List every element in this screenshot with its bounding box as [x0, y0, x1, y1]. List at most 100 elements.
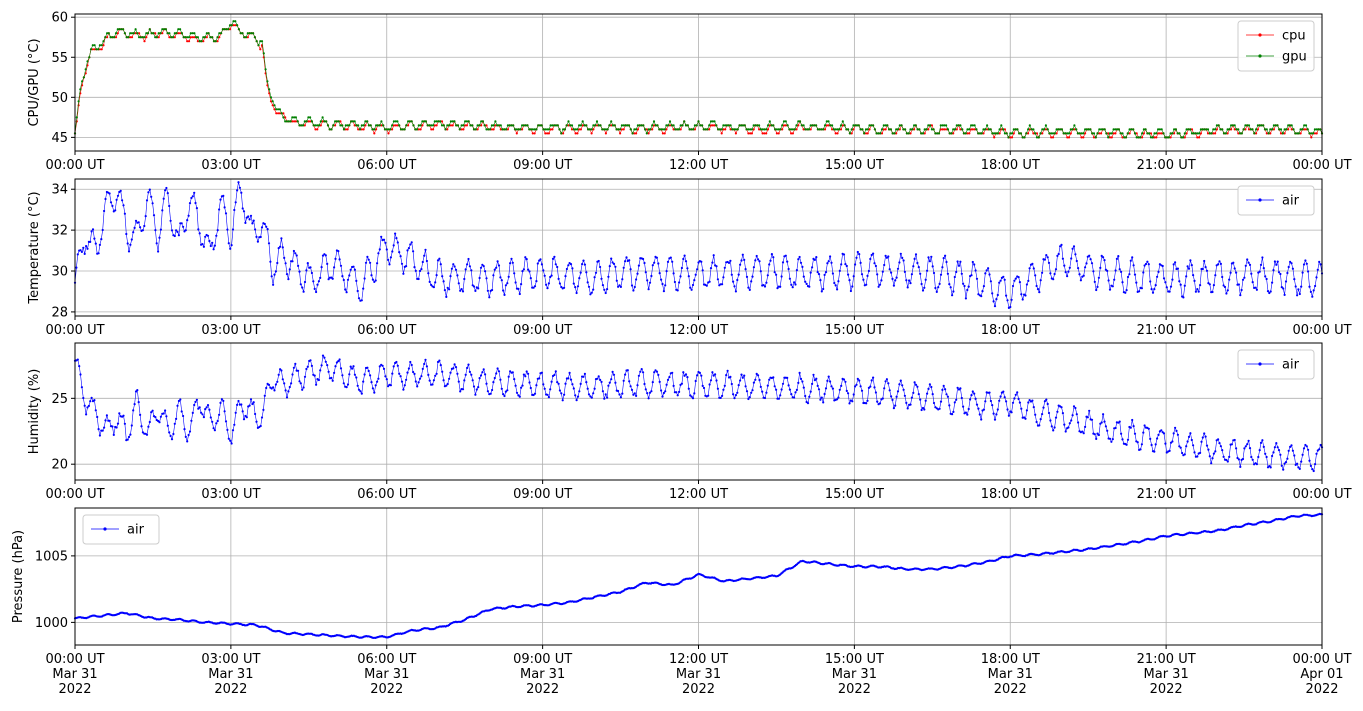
data-point	[168, 204, 171, 208]
data-point	[1054, 268, 1058, 271]
data-point	[145, 32, 148, 35]
data-point	[841, 124, 844, 127]
data-point	[611, 370, 614, 373]
data-point	[1235, 447, 1238, 450]
data-point	[1193, 451, 1196, 454]
data-point	[277, 112, 280, 115]
data-point	[845, 389, 848, 392]
data-point	[104, 419, 107, 422]
data-point	[191, 32, 194, 35]
data-point	[482, 265, 485, 268]
data-point	[1162, 277, 1166, 280]
data-point	[324, 360, 327, 363]
data-point	[125, 232, 128, 236]
data-point	[1240, 288, 1243, 292]
data-point	[496, 367, 499, 370]
data-point	[528, 128, 531, 131]
data-point	[798, 371, 801, 374]
data-point	[682, 371, 685, 374]
data-point	[507, 375, 510, 378]
data-point	[215, 234, 218, 237]
data-point	[1318, 260, 1321, 263]
data-point	[1100, 254, 1103, 257]
data-point	[962, 405, 965, 408]
data-point	[357, 128, 360, 131]
data-point	[794, 283, 797, 286]
data-point	[1230, 124, 1233, 127]
series-air	[73, 512, 1324, 640]
data-point	[1107, 132, 1110, 135]
data-point	[1226, 460, 1229, 463]
data-point	[242, 418, 246, 421]
data-point	[1287, 265, 1290, 269]
data-point	[964, 132, 967, 135]
data-point	[561, 399, 564, 402]
data-point	[946, 128, 950, 131]
data-point	[727, 124, 730, 127]
data-point	[620, 128, 624, 131]
data-point	[91, 44, 94, 47]
data-point	[1053, 272, 1056, 276]
data-point	[998, 281, 1001, 284]
data-point	[551, 257, 555, 260]
data-point	[876, 273, 879, 276]
y-tick-label: 20	[51, 458, 68, 473]
data-point	[285, 273, 289, 276]
data-point	[465, 120, 468, 123]
data-point	[499, 128, 502, 131]
data-point	[207, 32, 210, 35]
data-point	[107, 32, 110, 35]
data-point	[468, 265, 471, 268]
data-point	[980, 295, 983, 298]
data-point	[604, 393, 607, 396]
data-point	[1028, 124, 1031, 127]
data-point	[709, 379, 713, 382]
data-point	[403, 384, 406, 387]
data-point	[1147, 427, 1150, 430]
data-point	[538, 377, 541, 380]
data-point	[194, 201, 197, 205]
data-point	[206, 404, 210, 407]
data-point	[1027, 279, 1030, 282]
data-point	[818, 128, 821, 131]
data-point	[941, 128, 944, 131]
data-point	[1240, 132, 1243, 135]
data-point	[533, 132, 536, 135]
data-point	[522, 124, 526, 127]
data-point	[1290, 262, 1293, 265]
data-point	[417, 124, 420, 127]
data-point	[1207, 448, 1210, 451]
data-point	[123, 32, 126, 35]
data-point	[579, 382, 582, 385]
data-point	[272, 283, 275, 286]
data-point	[357, 297, 361, 300]
data-point	[451, 124, 454, 127]
data-point	[597, 259, 600, 263]
data-point	[220, 32, 223, 35]
data-point	[260, 226, 264, 229]
data-point	[1091, 132, 1094, 135]
data-point	[238, 186, 241, 189]
data-point	[763, 396, 767, 400]
data-point	[122, 414, 125, 417]
data-point	[319, 124, 322, 127]
data-point	[672, 272, 675, 275]
data-point	[332, 124, 335, 127]
data-point	[319, 120, 322, 123]
data-point	[533, 285, 537, 288]
data-point	[1279, 128, 1283, 131]
data-point	[1123, 136, 1126, 139]
data-point	[1289, 445, 1292, 448]
data-point	[830, 261, 833, 264]
data-point	[1073, 124, 1076, 127]
data-point	[866, 128, 869, 131]
data-point	[1140, 443, 1143, 446]
data-point	[1125, 289, 1128, 292]
data-point	[1190, 128, 1194, 131]
data-point	[134, 390, 138, 393]
data-point	[960, 396, 963, 400]
data-point	[721, 394, 724, 397]
data-point	[962, 282, 965, 285]
data-point	[161, 28, 164, 31]
x-tick-label: 03:00 UT	[201, 487, 260, 502]
